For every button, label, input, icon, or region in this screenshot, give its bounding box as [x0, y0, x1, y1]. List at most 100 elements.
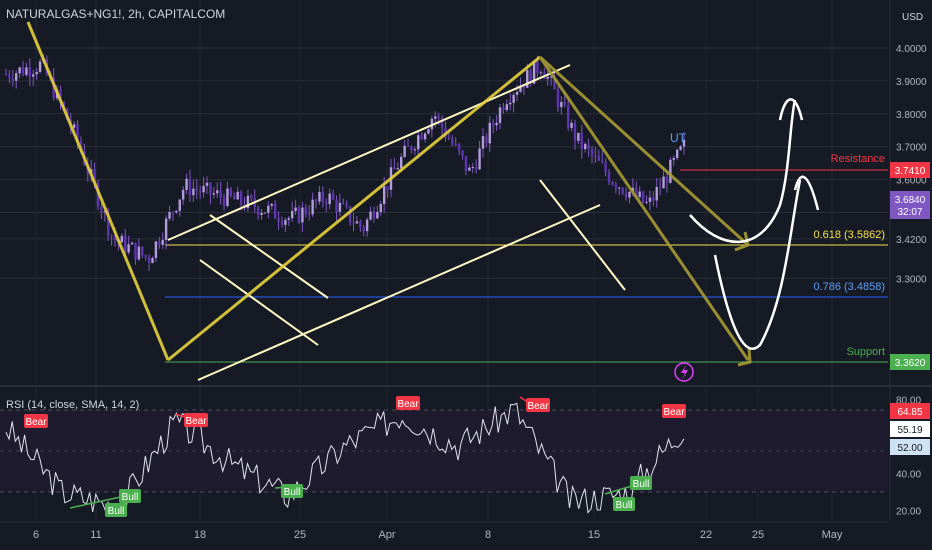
rsi-tick-label: 80.00	[896, 395, 921, 406]
candle-body	[461, 150, 464, 156]
support-label: Support	[846, 346, 885, 358]
time-tick-label: 22	[700, 529, 712, 541]
candle-body	[318, 191, 321, 202]
candle-body	[590, 148, 594, 156]
candle-body	[662, 176, 665, 189]
channel-upper	[167, 64, 571, 241]
candle-body	[335, 199, 338, 212]
rsi-sma-tag	[890, 439, 930, 455]
candle-body	[277, 218, 280, 222]
candle-body	[124, 235, 127, 253]
candle-body	[328, 193, 331, 205]
candle-body	[372, 211, 376, 219]
time-tick-label: 6	[33, 529, 39, 541]
bear-label: Bear	[185, 416, 207, 427]
candle-body	[284, 219, 287, 225]
candle-body	[246, 195, 250, 209]
candle-body	[382, 186, 386, 205]
time-tick-label: 25	[752, 529, 764, 541]
candle-body	[645, 201, 648, 203]
candle-body	[348, 206, 352, 223]
candle-body	[587, 144, 590, 149]
candle-body	[532, 61, 536, 84]
bull-label: Bull	[616, 500, 633, 511]
bear-label: Bear	[663, 407, 685, 418]
bull-label: Bull	[122, 492, 139, 503]
time-axis[interactable]: 6 11 18 25 Apr 8 15 22 25 May	[33, 529, 843, 541]
arrow-head-2	[737, 347, 752, 367]
channel-lower	[197, 204, 601, 381]
candle-body	[151, 258, 154, 264]
candle-body	[679, 146, 682, 150]
price-tick-label: 3.9000	[896, 77, 927, 88]
support-tag	[890, 354, 930, 370]
candle-body	[437, 116, 440, 118]
candle-body	[76, 124, 79, 141]
candle-body	[529, 70, 532, 84]
candle-body	[144, 255, 147, 258]
candle-body	[181, 189, 185, 200]
time-tick-label: 25	[294, 529, 306, 541]
candle-body	[556, 89, 560, 108]
candle-body	[260, 212, 263, 215]
candle-body	[352, 222, 355, 224]
price-tick-label: 3.6000	[896, 176, 927, 187]
trend-lines	[26, 21, 752, 367]
rsi-value: 55.19	[897, 425, 922, 436]
resistance-label: Resistance	[831, 153, 885, 165]
bull-label-bg	[630, 476, 652, 490]
projection-curve-2	[713, 179, 802, 350]
candle-body	[566, 105, 570, 128]
candle-body	[141, 246, 144, 256]
candle-body	[478, 148, 481, 170]
candle-body	[267, 205, 270, 213]
candle-body	[205, 182, 209, 186]
candle-body	[417, 135, 420, 150]
candle-body	[263, 212, 267, 214]
channel-lines	[167, 64, 626, 381]
projection-arrow-2	[793, 175, 820, 211]
bear-label: Bear	[527, 401, 549, 412]
lightning-icon[interactable]	[674, 362, 694, 382]
candle-body	[256, 207, 260, 215]
candle-body	[434, 116, 437, 119]
candle-body	[365, 219, 369, 232]
candle-body	[226, 188, 229, 206]
time-tick-label: May	[822, 529, 843, 541]
candle-body	[345, 203, 348, 207]
candle-body	[648, 197, 652, 202]
candle-body	[546, 76, 549, 79]
price-tick-label: 4.0000	[896, 44, 927, 55]
bear-label-bg	[526, 398, 550, 412]
candle-body	[290, 210, 294, 219]
rsi-title: RSI (14, close, SMA, 14, 2)	[6, 399, 139, 411]
candle-body	[79, 140, 83, 152]
candle-body	[614, 184, 618, 189]
candle-body	[233, 195, 236, 200]
candle-body	[199, 190, 202, 193]
candle-body	[604, 162, 607, 173]
candle-body	[406, 145, 410, 147]
candle-body	[28, 67, 32, 77]
candle-body	[509, 102, 512, 105]
candle-body	[93, 169, 96, 183]
price-axis[interactable]	[890, 0, 932, 550]
candle-body	[216, 190, 219, 194]
candle-body	[304, 207, 308, 215]
candle-body	[492, 122, 495, 126]
candle-body	[209, 182, 212, 195]
candle-body	[72, 124, 76, 128]
price-tick-label: 3.4200	[896, 235, 927, 246]
candle-body	[359, 221, 362, 228]
candle-body	[164, 218, 168, 240]
candle-body	[675, 149, 679, 159]
candle-body	[32, 74, 35, 77]
candle-body	[35, 71, 38, 75]
candle-body	[485, 136, 488, 144]
projection-arrow-1	[778, 98, 804, 121]
candle-body	[308, 214, 311, 216]
symbol-title: NATURALGAS+NG1!, 2h, CAPITALCOM	[6, 7, 225, 21]
candle-body	[195, 188, 198, 191]
candle-body	[502, 107, 505, 110]
bull-label-bg	[613, 497, 635, 511]
